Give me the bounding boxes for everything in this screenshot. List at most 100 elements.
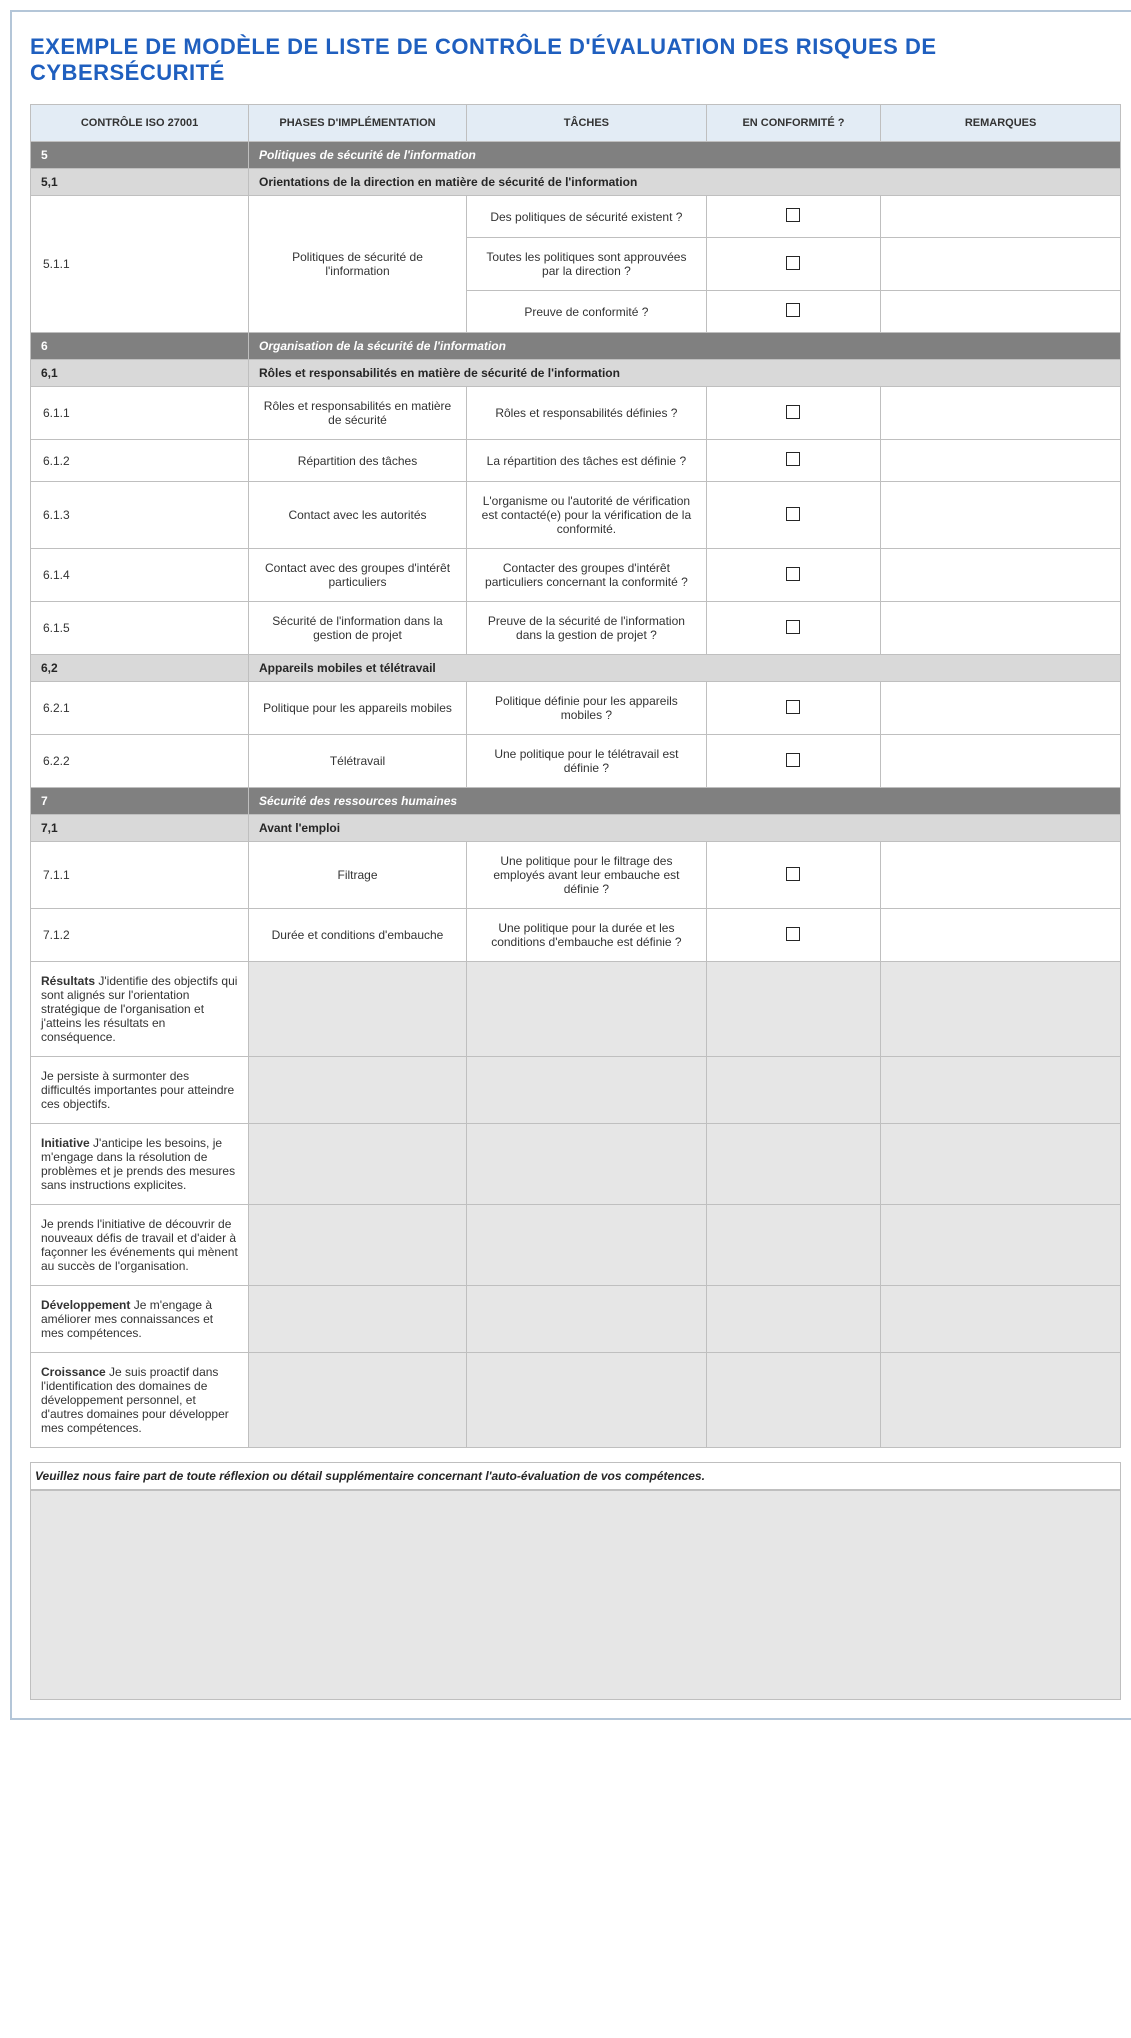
- competency-row: Initiative J'anticipe les besoins, je m'…: [31, 1124, 1121, 1205]
- compliance-cell[interactable]: [706, 482, 880, 549]
- empty-cell: [881, 1057, 1121, 1124]
- notes-cell[interactable]: [881, 387, 1121, 440]
- compliance-cell[interactable]: [706, 238, 880, 291]
- footer-textarea[interactable]: [30, 1490, 1121, 1700]
- notes-cell[interactable]: [881, 549, 1121, 602]
- checkbox-icon[interactable]: [786, 927, 800, 941]
- compliance-cell[interactable]: [706, 602, 880, 655]
- empty-cell: [706, 1205, 880, 1286]
- checkbox-icon[interactable]: [786, 700, 800, 714]
- phase-cell: Politiques de sécurité de l'information: [249, 196, 467, 333]
- task-cell: L'organisme ou l'autorité de vérificatio…: [467, 482, 707, 549]
- competency-text: Croissance Je suis proactif dans l'ident…: [31, 1353, 249, 1448]
- page-title: EXEMPLE DE MODÈLE DE LISTE DE CONTRÔLE D…: [30, 34, 1121, 86]
- checkbox-icon[interactable]: [786, 753, 800, 767]
- task-cell: Contacter des groupes d'intérêt particul…: [467, 549, 707, 602]
- competency-text: Je persiste à surmonter des difficultés …: [31, 1057, 249, 1124]
- table-body: 5Politiques de sécurité de l'information…: [31, 142, 1121, 1448]
- empty-cell: [249, 1353, 467, 1448]
- notes-cell[interactable]: [881, 735, 1121, 788]
- col-header-control: CONTRÔLE ISO 27001: [31, 105, 249, 142]
- empty-cell: [467, 962, 707, 1057]
- empty-cell: [706, 962, 880, 1057]
- col-header-task: TÂCHES: [467, 105, 707, 142]
- phase-cell: Contact avec des groupes d'intérêt parti…: [249, 549, 467, 602]
- control-id: 6.2.1: [31, 682, 249, 735]
- control-id: 6.2.2: [31, 735, 249, 788]
- subsection-number: 6,2: [31, 655, 249, 682]
- subsection-title: Avant l'emploi: [249, 815, 1121, 842]
- subsection-title: Appareils mobiles et télétravail: [249, 655, 1121, 682]
- compliance-cell[interactable]: [706, 549, 880, 602]
- notes-cell[interactable]: [881, 440, 1121, 482]
- task-cell: Rôles et responsabilités définies ?: [467, 387, 707, 440]
- phase-cell: Télétravail: [249, 735, 467, 788]
- compliance-cell[interactable]: [706, 842, 880, 909]
- compliance-cell[interactable]: [706, 440, 880, 482]
- task-cell: Preuve de la sécurité de l'information d…: [467, 602, 707, 655]
- compliance-cell[interactable]: [706, 735, 880, 788]
- empty-cell: [249, 1057, 467, 1124]
- compliance-cell[interactable]: [706, 682, 880, 735]
- section-number: 6: [31, 333, 249, 360]
- notes-cell[interactable]: [881, 291, 1121, 333]
- task-cell: Une politique pour la durée et les condi…: [467, 909, 707, 962]
- empty-cell: [881, 1353, 1121, 1448]
- col-header-phase: PHASES D'IMPLÉMENTATION: [249, 105, 467, 142]
- col-header-notes: REMARQUES: [881, 105, 1121, 142]
- checkbox-icon[interactable]: [786, 567, 800, 581]
- competency-label: Développement: [41, 1298, 130, 1312]
- control-id: 5.1.1: [31, 196, 249, 333]
- control-id: 7.1.1: [31, 842, 249, 909]
- section-number: 7: [31, 788, 249, 815]
- checkbox-icon[interactable]: [786, 867, 800, 881]
- notes-cell[interactable]: [881, 682, 1121, 735]
- phase-cell: Répartition des tâches: [249, 440, 467, 482]
- table-row: 6.2.1Politique pour les appareils mobile…: [31, 682, 1121, 735]
- section-title: Organisation de la sécurité de l'informa…: [249, 333, 1121, 360]
- checkbox-icon[interactable]: [786, 452, 800, 466]
- document-page: EXEMPLE DE MODÈLE DE LISTE DE CONTRÔLE D…: [10, 10, 1131, 1720]
- control-id: 6.1.1: [31, 387, 249, 440]
- compliance-cell[interactable]: [706, 291, 880, 333]
- notes-cell[interactable]: [881, 482, 1121, 549]
- checkbox-icon[interactable]: [786, 620, 800, 634]
- table-row: 6.1.4Contact avec des groupes d'intérêt …: [31, 549, 1121, 602]
- footer-instruction: Veuillez nous faire part de toute réflex…: [30, 1462, 1121, 1490]
- checklist-table: CONTRÔLE ISO 27001 PHASES D'IMPLÉMENTATI…: [30, 104, 1121, 1448]
- task-cell: Des politiques de sécurité existent ?: [467, 196, 707, 238]
- subsection-row: 7,1Avant l'emploi: [31, 815, 1121, 842]
- subsection-row: 5,1Orientations de la direction en matiè…: [31, 169, 1121, 196]
- compliance-cell[interactable]: [706, 196, 880, 238]
- table-row: 6.2.2TélétravailUne politique pour le té…: [31, 735, 1121, 788]
- table-row: 7.1.2Durée et conditions d'embaucheUne p…: [31, 909, 1121, 962]
- table-row: 6.1.5Sécurité de l'information dans la g…: [31, 602, 1121, 655]
- compliance-cell[interactable]: [706, 387, 880, 440]
- task-cell: Une politique pour le filtrage des emplo…: [467, 842, 707, 909]
- checkbox-icon[interactable]: [786, 405, 800, 419]
- notes-cell[interactable]: [881, 238, 1121, 291]
- checkbox-icon[interactable]: [786, 208, 800, 222]
- competency-row: Je prends l'initiative de découvrir de n…: [31, 1205, 1121, 1286]
- competency-text: Je prends l'initiative de découvrir de n…: [31, 1205, 249, 1286]
- notes-cell[interactable]: [881, 842, 1121, 909]
- section-row: 5Politiques de sécurité de l'information: [31, 142, 1121, 169]
- subsection-number: 7,1: [31, 815, 249, 842]
- empty-cell: [249, 1124, 467, 1205]
- empty-cell: [706, 1286, 880, 1353]
- notes-cell[interactable]: [881, 909, 1121, 962]
- empty-cell: [467, 1124, 707, 1205]
- task-cell: Preuve de conformité ?: [467, 291, 707, 333]
- notes-cell[interactable]: [881, 196, 1121, 238]
- control-id: 6.1.2: [31, 440, 249, 482]
- notes-cell[interactable]: [881, 602, 1121, 655]
- empty-cell: [249, 1286, 467, 1353]
- competency-row: Développement Je m'engage à améliorer me…: [31, 1286, 1121, 1353]
- checkbox-icon[interactable]: [786, 507, 800, 521]
- checkbox-icon[interactable]: [786, 303, 800, 317]
- empty-cell: [467, 1057, 707, 1124]
- checkbox-icon[interactable]: [786, 256, 800, 270]
- compliance-cell[interactable]: [706, 909, 880, 962]
- task-cell: Une politique pour le télétravail est dé…: [467, 735, 707, 788]
- subsection-title: Rôles et responsabilités en matière de s…: [249, 360, 1121, 387]
